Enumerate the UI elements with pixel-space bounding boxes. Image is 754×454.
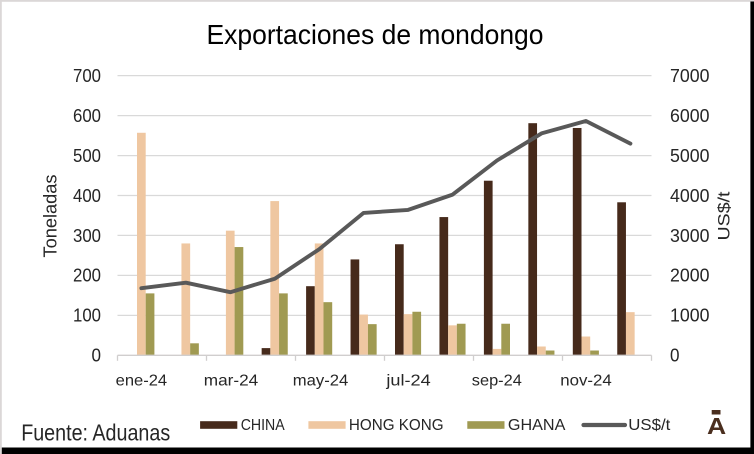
svg-text:200: 200: [73, 266, 101, 286]
svg-text:US$/t: US$/t: [716, 191, 734, 240]
svg-text:nov-24: nov-24: [560, 372, 612, 389]
svg-text:A: A: [707, 413, 726, 439]
svg-text:1000: 1000: [670, 306, 710, 326]
svg-text:Exportaciones de mondongo: Exportaciones de mondongo: [207, 19, 544, 50]
svg-text:Fuente: Aduanas: Fuente: Aduanas: [21, 419, 170, 445]
svg-text:may-24: may-24: [293, 372, 349, 389]
svg-text:400: 400: [73, 186, 101, 206]
svg-text:6000: 6000: [670, 106, 710, 126]
svg-text:mar-24: mar-24: [204, 372, 259, 389]
svg-text:US$/t: US$/t: [628, 417, 671, 434]
svg-text:3000: 3000: [670, 226, 710, 246]
svg-text:300: 300: [73, 226, 101, 246]
svg-text:600: 600: [73, 106, 101, 126]
svg-text:jul-24: jul-24: [385, 372, 431, 389]
svg-text:CHINA: CHINA: [241, 417, 286, 434]
svg-text:GHANA: GHANA: [508, 417, 566, 434]
svg-text:4000: 4000: [670, 186, 710, 206]
svg-text:500: 500: [73, 146, 101, 166]
svg-text:2000: 2000: [670, 266, 710, 286]
svg-text:HONG KONG: HONG KONG: [349, 417, 444, 434]
svg-text:5000: 5000: [670, 146, 710, 166]
svg-text:Toneladas: Toneladas: [41, 175, 61, 258]
svg-text:700: 700: [73, 66, 101, 86]
svg-text:sep-24: sep-24: [472, 372, 522, 389]
svg-text:0: 0: [92, 346, 102, 366]
svg-text:0: 0: [670, 346, 680, 366]
svg-text:100: 100: [73, 306, 101, 326]
svg-text:7000: 7000: [670, 66, 710, 86]
svg-text:ene-24: ene-24: [116, 372, 168, 389]
